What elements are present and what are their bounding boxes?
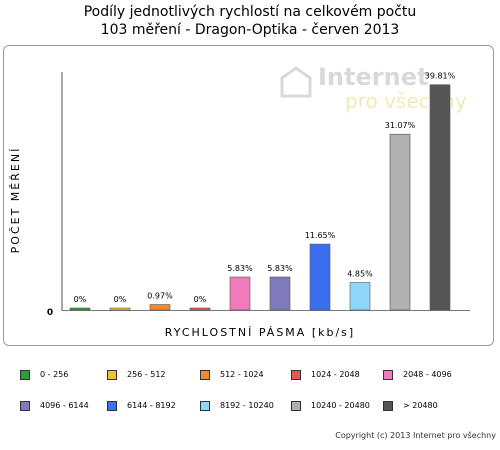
bar [389, 133, 411, 311]
watermark-line1: Internet [318, 63, 428, 91]
data-label: 4.85% [347, 270, 373, 279]
chart-subtitle: 103 měření - Dragon-Optika - červen 2013 [100, 22, 400, 38]
bar [269, 276, 291, 311]
y-axis-label: POČET MĚŘENÍ [9, 147, 22, 254]
bar [149, 304, 171, 311]
y-tick-label: 0 [47, 308, 53, 318]
data-label: 39.81% [425, 72, 456, 81]
watermark-house-icon [280, 66, 312, 98]
bar [429, 84, 451, 311]
data-label: 11.65% [305, 231, 336, 240]
plot-frame [3, 45, 494, 346]
data-label: 0% [194, 295, 207, 304]
data-label: 0.97% [147, 292, 173, 301]
bar [109, 307, 131, 311]
bar [189, 307, 211, 311]
chart-title: Podíly jednotlivých rychlostí na celkové… [83, 4, 417, 20]
data-label: 5.83% [267, 264, 293, 273]
bar [69, 307, 91, 311]
data-label: 0% [74, 295, 87, 304]
copyright-text: Copyright (c) 2013 Internet pro všechny [335, 431, 496, 440]
bar [229, 276, 251, 311]
bar [349, 282, 371, 311]
data-label: 0% [114, 295, 127, 304]
bar [309, 243, 331, 311]
data-label: 5.83% [227, 264, 253, 273]
x-axis-label: RYCHLOSTNÍ PÁSMA [kb/s] [165, 326, 355, 339]
data-label: 31.07% [385, 121, 416, 130]
